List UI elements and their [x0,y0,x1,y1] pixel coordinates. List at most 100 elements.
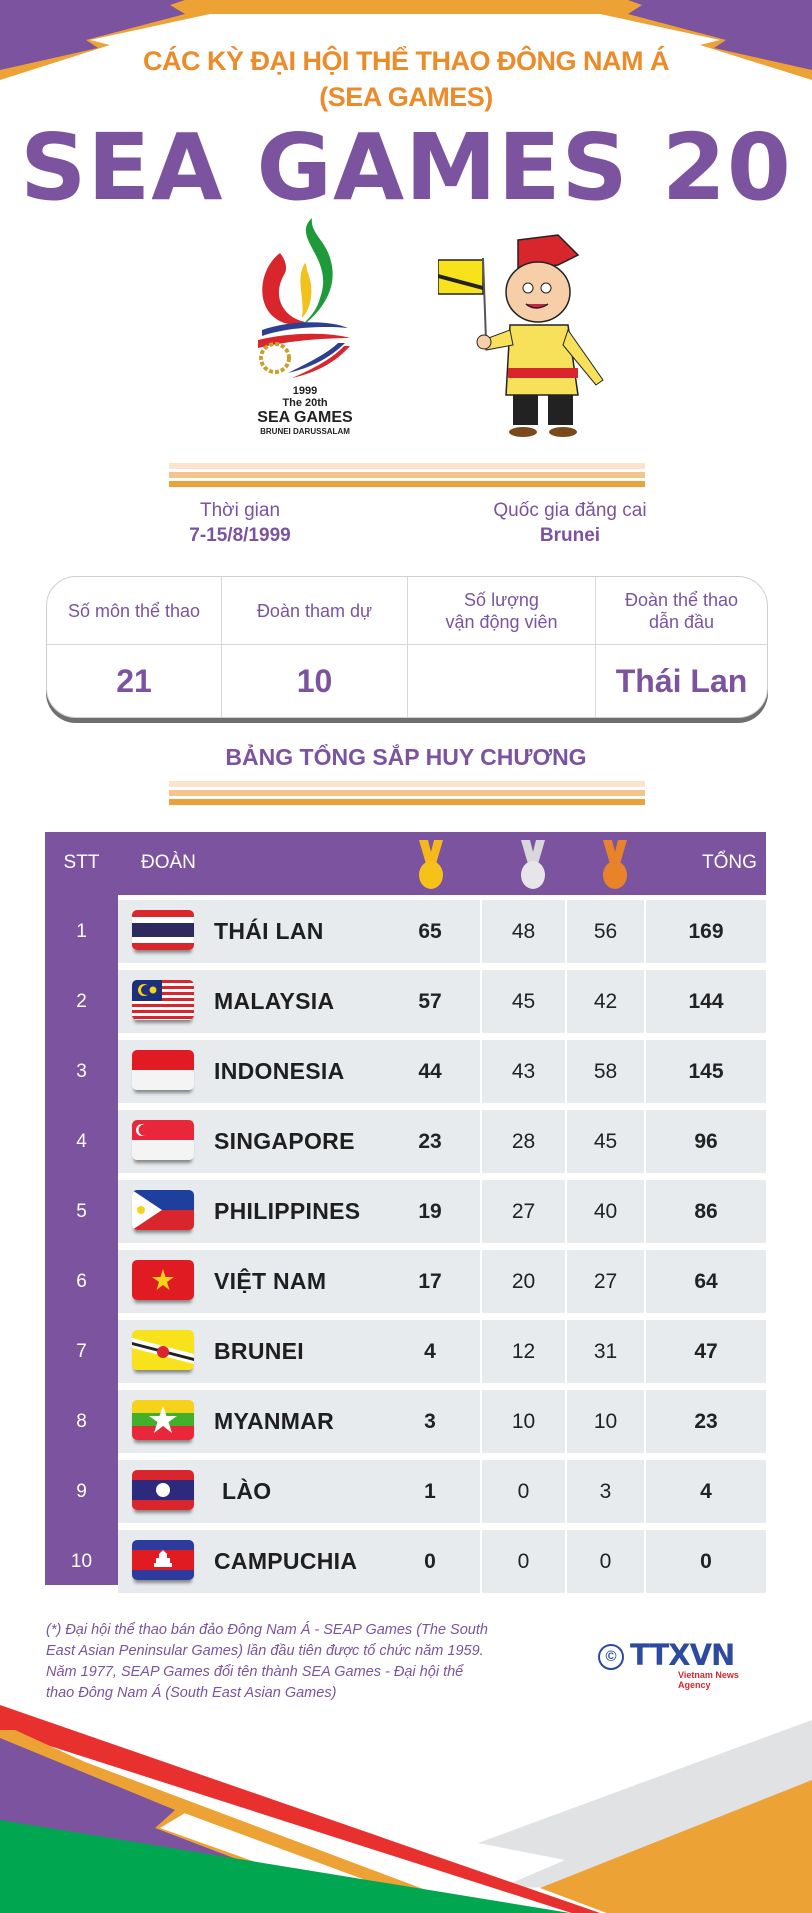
summary-header-delegations: Đoàn tham dự [222,577,408,645]
summary-header-sports: Số môn thể thao [47,577,222,645]
row-stt: 7 [76,1340,87,1362]
table-row: LÀO 1 0 3 4 [118,1460,766,1523]
total-count: 23 [694,1409,718,1433]
summary-header-athletes: Số lượng vận động viên [408,577,596,645]
philippines-flag-icon [132,1190,194,1230]
gold-count: 4 [380,1320,482,1383]
bronze-count: 10 [567,1390,646,1453]
row-stt: 10 [70,1550,93,1572]
header-total: TỔNG [702,852,757,873]
table-row: INDONESIA 44 43 58 145 [118,1040,766,1103]
gold-count: 44 [380,1040,482,1103]
table-row: VIỆT NAM 17 20 27 64 [118,1250,766,1313]
silver-count: 10 [482,1390,567,1453]
table-row: BRUNEI 4 12 31 47 [118,1320,766,1383]
bronze-count: 31 [567,1320,646,1383]
footnote: (*) Đại hội thể thao bán đảo Đông Nam Á … [46,1620,516,1704]
total-count: 145 [688,1059,724,1083]
team-name: MYANMAR [214,1408,335,1434]
gold-count: 65 [380,900,482,963]
summary-value-leader: Thái Lan [615,662,748,699]
bronze-count: 42 [567,970,646,1033]
gold-medal-icon [419,840,443,889]
logo-year: 1999 [292,385,318,397]
bronze-count: 27 [567,1250,646,1313]
summary-value-delegations: 10 [222,645,408,717]
pre-title-line2: (SEA GAMES) [319,82,493,112]
sea-games-logo: 1999 The 20th SEA GAMES BRUNEI DARUSSALA… [250,218,360,443]
total-count: 64 [694,1269,718,1293]
agency-name: TTXVN [630,1638,735,1672]
cambodia-flag-icon [132,1540,194,1580]
team-name: PHILIPPINES [214,1198,361,1224]
total-count: 144 [688,989,724,1013]
table-row: PHILIPPINES 19 27 40 86 [118,1180,766,1243]
gold-count: 17 [380,1250,482,1313]
row-stt: 5 [76,1200,87,1222]
bronze-count: 3 [567,1460,646,1523]
host-label: Quốc gia đăng cai [493,500,647,521]
table-row: MYANMAR 3 10 10 23 [118,1390,766,1453]
gold-count: 23 [380,1110,482,1173]
total-count: 169 [688,919,724,943]
row-stt: 6 [76,1270,87,1292]
team-name: LÀO [222,1478,272,1504]
medal-table-title: BẢNG TỔNG SẮP HUY CHƯƠNG [225,744,587,770]
vietnam-flag-icon [132,1260,194,1300]
logo-edition: The 20th [282,397,328,409]
row-stt: 4 [76,1130,87,1152]
team-name: MALAYSIA [214,988,335,1014]
footnote-line: thao Đông Nam Á (South East Asian Games) [46,1685,337,1701]
pre-title-line1: CÁC KỲ ĐẠI HỘI THỂ THAO ĐÔNG NAM Á [143,46,670,76]
total-count: 4 [700,1479,712,1503]
malaysia-flag-icon [132,980,194,1020]
team-name: INDONESIA [214,1058,345,1084]
medal-table: STT ĐOÀN TỔNG 1 THÁI LAN 65 48 56 169 2 … [45,832,766,1593]
bronze-count: 56 [567,900,646,963]
bronze-count: 0 [567,1530,646,1593]
copyright-icon: © [598,1644,624,1670]
summary-value-sports: 21 [47,645,222,717]
laos-flag-icon [132,1470,194,1510]
header-stt: STT [63,852,100,873]
silver-count: 0 [482,1460,567,1523]
time-value: 7-15/8/1999 [189,525,291,546]
bronze-count: 58 [567,1040,646,1103]
table-row: SINGAPORE 23 28 45 96 [118,1110,766,1173]
bronze-medal-icon [603,840,627,889]
bronze-count: 40 [567,1180,646,1243]
footnote-line: East Asian Peninsular Games) lần đầu tiê… [46,1643,484,1659]
silver-count: 45 [482,970,567,1033]
total-count: 96 [694,1129,718,1153]
gold-count: 19 [380,1180,482,1243]
silver-count: 0 [482,1530,567,1593]
row-stt: 1 [76,920,87,942]
silver-count: 28 [482,1110,567,1173]
gold-count: 57 [380,970,482,1033]
summary-table: Số môn thể thao Đoàn tham dự Số lượng vận… [46,576,768,718]
silver-count: 43 [482,1040,567,1103]
host-value: Brunei [539,525,601,546]
team-name: CAMPUCHIA [214,1548,358,1574]
indonesia-flag-icon [132,1050,194,1090]
row-stt: 9 [76,1480,87,1502]
row-stt: 3 [76,1060,87,1082]
logo-host: BRUNEI DARUSSALAM [260,427,350,436]
myanmar-flag-icon [132,1400,194,1440]
silver-medal-icon [521,840,545,889]
torch-flame-icon [258,218,350,378]
silver-count: 27 [482,1180,567,1243]
brunei-flag-icon [132,1330,194,1370]
table-row: THÁI LAN 65 48 56 169 [118,900,766,963]
agency-subtitle: Vietnam News Agency [678,1670,739,1690]
logo-name: SEA GAMES [257,409,353,426]
row-stt: 2 [76,990,87,1012]
footnote-line: Năm 1977, SEAP Games đổi tên thành SEA G… [46,1664,464,1680]
gold-count: 3 [380,1390,482,1453]
team-name: THÁI LAN [214,918,324,944]
silver-count: 12 [482,1320,567,1383]
silver-count: 48 [482,900,567,963]
silver-count: 20 [482,1250,567,1313]
team-name: BRUNEI [214,1338,304,1364]
team-name: VIỆT NAM [214,1268,327,1294]
